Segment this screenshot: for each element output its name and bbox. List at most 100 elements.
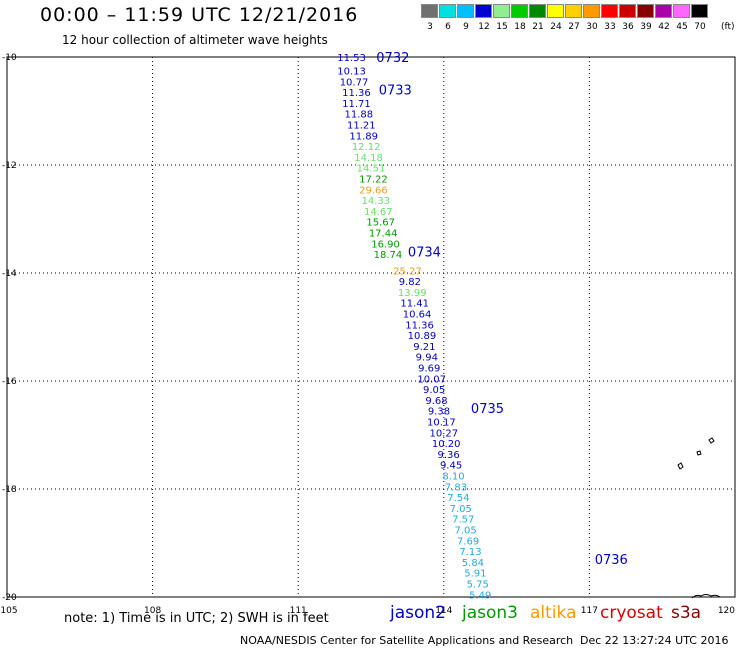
color-swatch [619, 4, 636, 18]
color-scale-label: 12 [478, 22, 490, 32]
pass-time-labels: 0732 0733 0734 0735 0736 [376, 51, 627, 568]
legend-item-altika: altika [530, 603, 577, 623]
swh-value-label: 10.64 [403, 310, 432, 321]
longitude-tick-label: 108 [144, 606, 161, 616]
swh-value-label: 9.36 [438, 450, 460, 461]
color-swatch [583, 4, 600, 18]
color-swatch [439, 4, 456, 18]
color-swatch [565, 4, 582, 18]
color-swatch [421, 4, 438, 18]
color-scale-label: 36 [622, 22, 634, 32]
color-scale-label: 45 [676, 22, 688, 32]
map-subtitle: 12 hour collection of altimeter wave hei… [62, 33, 328, 47]
swh-value-label: 25.27 [393, 266, 422, 277]
swh-value-label: 11.21 [347, 121, 376, 132]
swh-value-label: 11.71 [342, 99, 371, 110]
island-shape [677, 462, 684, 470]
longitude-tick-label: 105 [0, 606, 17, 616]
map-title: 00:00 – 11:59 UTC 12/21/2016 [40, 4, 359, 26]
swh-value-label: 13.99 [398, 288, 427, 299]
swh-value-label: 9.68 [425, 396, 447, 407]
longitude-tick-label: 120 [718, 606, 735, 616]
color-swatch [601, 4, 618, 18]
swh-value-label: 9.69 [418, 364, 440, 375]
swh-value-label: 15.67 [366, 218, 395, 229]
swh-value-label: 5.84 [462, 558, 484, 569]
swh-value-label: 10.27 [429, 428, 458, 439]
swh-value-label: 14.67 [364, 207, 393, 218]
color-swatch [637, 4, 654, 18]
latitude-tick-label: -16 [2, 377, 17, 387]
latitude-tick-label: -10 [2, 53, 17, 63]
swh-value-label: 11.36 [342, 88, 371, 99]
pass-time-label: 0736 [595, 553, 628, 568]
color-scale-label: 15 [496, 22, 508, 32]
swh-value-label: 7.13 [459, 547, 481, 558]
color-scale-label: 9 [463, 22, 469, 32]
legend-item-jason2: jason2 [390, 603, 446, 623]
swh-value-label: 12.12 [352, 142, 381, 153]
swh-value-label: 9.45 [440, 461, 462, 472]
swh-value-label: 5.91 [464, 569, 486, 580]
legend-item-cryosat: cryosat [600, 603, 663, 623]
longitude-tick-label: 114 [435, 606, 452, 616]
latitude-tick-label: -18 [2, 485, 17, 495]
swh-value-label: 7.05 [455, 526, 477, 537]
latitude-tick-label: -20 [2, 593, 17, 603]
credit-line: NOAA/NESDIS Center for Satellite Applica… [240, 634, 574, 647]
swh-value-label: 18.74 [374, 250, 403, 261]
swh-value-label: 7.69 [457, 536, 479, 547]
map-frame [6, 56, 736, 598]
pass-time-label: 0732 [376, 51, 409, 66]
swh-value-label: 29.66 [359, 185, 388, 196]
color-scale-label: 33 [604, 22, 616, 32]
swh-value-label: 17.22 [359, 175, 388, 186]
color-scale-label: 39 [640, 22, 652, 32]
color-scale-label: 42 [658, 22, 670, 32]
legend-item-s3a: s3a [671, 603, 702, 623]
swh-value-label: 10.89 [408, 331, 437, 342]
generated-timestamp: Dec 22 13:27:24 UTC 2016 [580, 634, 729, 647]
color-scale-unit: (ft) [721, 22, 735, 32]
longitude-tick-label: 111 [290, 606, 307, 616]
map-grid [6, 56, 736, 598]
swh-value-label: 10.77 [340, 77, 369, 88]
latitude-tick-label: -14 [2, 269, 17, 279]
island-shape [708, 437, 715, 444]
swh-value-label: 10.17 [427, 418, 456, 429]
color-swatch [691, 4, 708, 18]
swh-value-label: 11.53 [337, 53, 366, 64]
island-shapes [677, 437, 721, 599]
swh-value-label: 5.75 [467, 580, 489, 591]
footer-note: note: 1) Time is in UTC; 2) SWH is in fe… [64, 611, 329, 626]
color-swatch [475, 4, 492, 18]
swh-value-label: 9.21 [413, 342, 435, 353]
color-swatch [547, 4, 564, 18]
swh-value-label: 7.05 [450, 504, 472, 515]
color-swatch [673, 4, 690, 18]
longitude-tick-label: 117 [581, 606, 598, 616]
swh-value-label: 16.90 [371, 239, 400, 250]
color-scale-label: 27 [568, 22, 580, 32]
pass-time-label: 0734 [408, 245, 441, 260]
swh-value-label: 7.83 [445, 482, 467, 493]
swh-value-label: 11.88 [345, 110, 374, 121]
legend-item-jason3: jason3 [462, 603, 518, 623]
swh-value-label: 8.10 [442, 472, 464, 483]
swh-value-label: 7.54 [447, 493, 469, 504]
pass-time-label: 0733 [379, 83, 412, 98]
swh-value-label: 10.07 [417, 374, 446, 385]
color-swatch [493, 4, 510, 18]
island-shape [696, 450, 702, 456]
color-scale-label: 21 [532, 22, 544, 32]
pass-time-label: 0735 [471, 402, 504, 417]
swh-value-label: 11.41 [400, 299, 429, 310]
swh-values: 11.5310.1310.7711.3611.7111.8811.2111.89… [337, 53, 491, 601]
swh-value-label: 10.13 [337, 67, 366, 78]
coastline-shape [691, 594, 721, 599]
color-scale-label: 30 [586, 22, 598, 32]
swh-value-label: 14.18 [354, 153, 383, 164]
swh-value-label: 10.20 [432, 439, 461, 450]
swh-value-label: 7.57 [452, 515, 474, 526]
